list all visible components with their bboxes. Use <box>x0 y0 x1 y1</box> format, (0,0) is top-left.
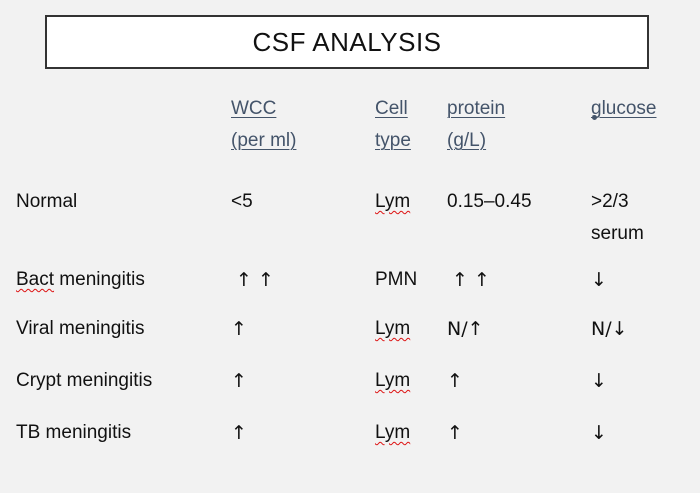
row-crypt-label: Crypt meningitis <box>16 370 153 391</box>
row-crypt-cell: Lym <box>375 370 411 391</box>
header-cell-line2: type <box>375 130 411 151</box>
row-normal-protein: 0.15–0.45 <box>447 191 532 212</box>
row-normal-wcc: <5 <box>231 191 253 212</box>
row-viral-wcc: ↑ <box>231 318 247 340</box>
row-tb-protein: ↑ <box>447 422 463 444</box>
slide-title: CSF ANALYSIS <box>252 26 442 57</box>
row-bact-label-rest: meningitis <box>54 269 145 290</box>
header-wcc-line2: (per ml) <box>231 130 297 151</box>
row-normal-glucose-line2: serum <box>591 223 644 244</box>
row-tb-glucose: ↓ <box>591 422 607 444</box>
row-viral-glucose: N/↓ <box>591 318 628 340</box>
row-viral-protein: N/↑ <box>447 318 484 340</box>
header-protein-line1: protein <box>447 98 506 119</box>
row-bact-protein: ↑ ↑ <box>452 269 490 291</box>
row-normal-cell: Lym <box>375 191 411 212</box>
row-crypt-protein: ↑ <box>447 370 463 392</box>
row-bact-label-squiggle: Bact <box>16 269 55 290</box>
row-bact-label: Bact meningitis <box>16 264 145 296</box>
row-viral-label: Viral meningitis <box>16 318 145 339</box>
header-bullet-dot <box>592 115 597 120</box>
row-normal-label: Normal <box>16 191 78 212</box>
header-glucose: glucose <box>591 98 657 119</box>
row-tb-wcc: ↑ <box>231 422 247 444</box>
row-tb-cell: Lym <box>375 422 411 443</box>
header-cell-line1: Cell <box>375 98 408 119</box>
row-viral-cell: Lym <box>375 318 411 339</box>
header-wcc-line1: WCC <box>231 98 277 119</box>
header-protein-line2: (g/L) <box>447 130 487 151</box>
title-box: CSF ANALYSIS <box>45 15 649 69</box>
row-bact-wcc: ↑ ↑ <box>236 269 274 291</box>
row-tb-label: TB meningitis <box>16 422 132 443</box>
row-crypt-wcc: ↑ <box>231 370 247 392</box>
row-bact-cell: PMN <box>375 269 418 290</box>
row-crypt-glucose: ↓ <box>591 370 607 392</box>
row-normal-glucose-line1: >2/3 <box>591 191 629 212</box>
row-bact-glucose: ↓ <box>591 269 607 291</box>
